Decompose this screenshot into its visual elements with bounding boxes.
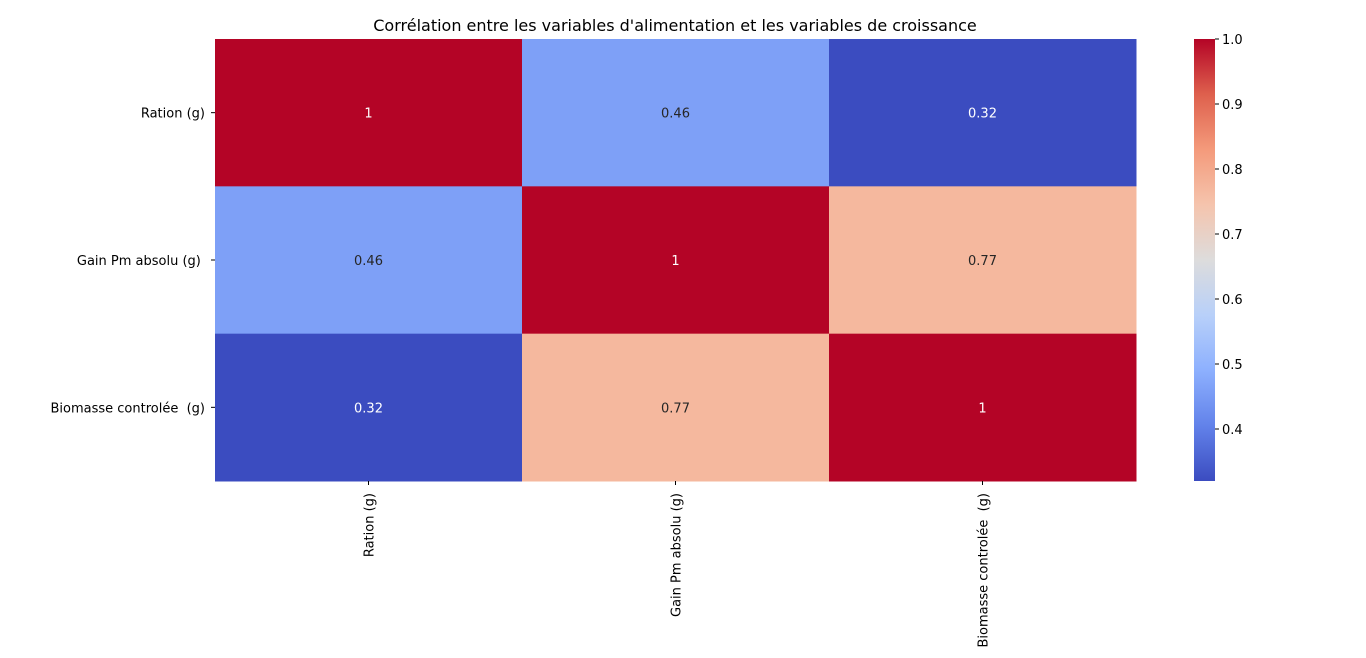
- heatmap-cell: [522, 186, 830, 335]
- cell-value-label: 1: [364, 107, 372, 122]
- colorbar-tick-label: 0.8: [1222, 163, 1243, 178]
- row-tick-label: Biomasse controlée (g): [50, 401, 205, 416]
- heatmap-cell: [215, 39, 523, 187]
- row-tick-label: Ration (g): [141, 107, 205, 122]
- heatmap-cell: [522, 39, 830, 187]
- colorbar-tick-label: 0.5: [1222, 358, 1243, 373]
- colorbar-gradient: [1194, 39, 1215, 481]
- colorbar-tick-label: 0.7: [1222, 228, 1243, 243]
- row-tick-label: Gain Pm absolu (g): [77, 254, 205, 269]
- colorbar-tick-label: 0.6: [1222, 293, 1243, 308]
- cell-value-label: 0.77: [661, 401, 690, 416]
- colorbar: 0.4 0.5 0.6 0.7 0.8 0.9 1.0: [1194, 33, 1243, 481]
- chart-title: Corrélation entre les variables d'alimen…: [373, 16, 977, 35]
- cell-value-label: 1: [978, 401, 986, 416]
- column-tick-labels: Ration (g) Gain Pm absolu (g) Biomasse con…: [363, 481, 992, 648]
- cell-value-label: 0.46: [661, 107, 690, 122]
- column-tick-label: Ration (g): [363, 493, 378, 557]
- cell-value-label: 0.32: [968, 107, 997, 122]
- column-tick-label: Biomasse controlée (g): [977, 493, 992, 648]
- row-tick-labels: Ration (g) Gain Pm absolu (g) Biomasse co…: [50, 107, 215, 416]
- heatmap-cells: 1 0.46 0.32 0.46 1 0.77 0.32 0.77 1: [215, 39, 1137, 482]
- cell-value-label: 0.32: [354, 401, 383, 416]
- heatmap-cell: [829, 39, 1137, 187]
- heatmap-cell: [829, 186, 1137, 335]
- colorbar-tick-label: 0.4: [1222, 423, 1243, 438]
- colorbar-tick-label: 0.9: [1222, 98, 1243, 113]
- cell-value-label: 1: [671, 254, 679, 269]
- heatmap-cell: [215, 186, 523, 335]
- heatmap-cell: [215, 333, 523, 482]
- column-tick-label: Gain Pm absolu (g): [670, 493, 685, 617]
- colorbar-tick-label: 1.0: [1222, 33, 1243, 48]
- heatmap-cell: [522, 333, 830, 482]
- heatmap-cell: [829, 333, 1137, 482]
- cell-value-label: 0.46: [354, 254, 383, 269]
- cell-value-label: 0.77: [968, 254, 997, 269]
